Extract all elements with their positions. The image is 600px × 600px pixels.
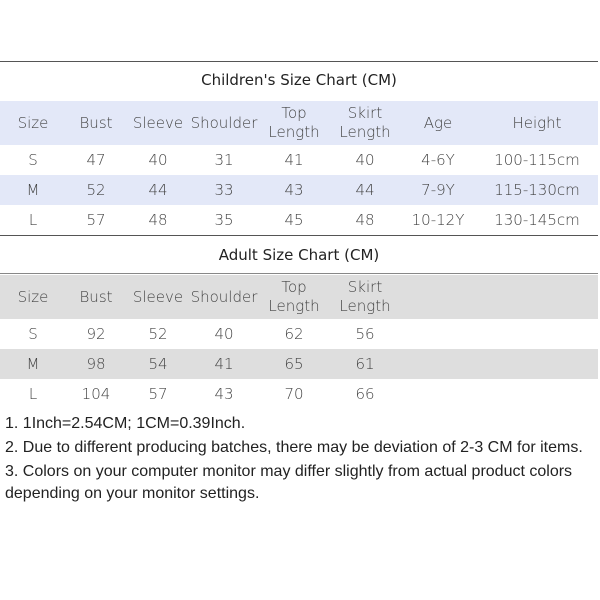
- header-cell: Height: [476, 101, 598, 145]
- table-cell: 100-115cm: [494, 150, 580, 169]
- header-cell: Size: [0, 101, 66, 145]
- section-divider: [0, 235, 598, 236]
- table-cell: 33: [190, 175, 258, 205]
- table-cell: 40: [214, 324, 234, 343]
- table-cell: [476, 319, 598, 349]
- children-chart-title: Children's Size Chart (CM): [201, 71, 397, 89]
- adult-header-row: Size Bust Sleeve Shoulder Top Length Skir…: [0, 275, 598, 319]
- header-cell: Sleeve: [126, 275, 190, 319]
- table-cell: 43: [258, 175, 330, 205]
- header-cell: Skirt Length: [330, 101, 400, 145]
- table-cell: 35: [214, 210, 234, 229]
- header-cell: Skirt Length: [330, 275, 400, 319]
- table-cell: 52: [66, 175, 126, 205]
- table-cell: M: [0, 175, 66, 205]
- header-cell: Sleeve: [126, 101, 190, 145]
- table-cell: 44: [126, 175, 190, 205]
- table-cell: [400, 349, 476, 379]
- table-row: M 52 44 33 43 44 7-9Y 115-130cm: [0, 175, 598, 205]
- table-cell: 40: [355, 150, 375, 169]
- table-row: M 98 54 41 65 61: [0, 349, 598, 379]
- header-cell: Shoulder: [190, 101, 258, 145]
- note-item: 3. Colors on your computer monitor may d…: [5, 463, 573, 502]
- table-cell: 92: [86, 324, 106, 343]
- note-item: 1. 1Inch=2.54CM; 1CM=0.39Inch.: [5, 415, 246, 432]
- header-cell: [400, 275, 476, 319]
- table-cell: 40: [148, 150, 168, 169]
- table-cell: 48: [148, 210, 168, 229]
- table-cell: 130-145cm: [494, 210, 580, 229]
- header-cell: Bust: [66, 275, 126, 319]
- header-cell: Size: [0, 275, 66, 319]
- table-cell: 7-9Y: [400, 175, 476, 205]
- table-row: S 92 52 40 62 56: [0, 319, 598, 349]
- table-cell: L: [28, 384, 38, 403]
- header-cell: Age: [400, 101, 476, 145]
- adult-chart-title: Adult Size Chart (CM): [218, 246, 380, 264]
- header-cell: [476, 275, 598, 319]
- table-cell: 56: [355, 324, 375, 343]
- header-cell: Bust: [66, 101, 126, 145]
- table-cell: S: [28, 324, 38, 343]
- table-cell: 10-12Y: [411, 210, 465, 229]
- table-cell: M: [0, 349, 66, 379]
- table-cell: 41: [284, 150, 304, 169]
- note-item: 2. Due to different producing batches, t…: [5, 439, 583, 456]
- table-cell: 48: [355, 210, 375, 229]
- children-size-table: Size Bust Sleeve Shoulder Top Length Skir…: [0, 101, 598, 235]
- table-row: L 104 57 43 70 66: [0, 379, 598, 409]
- table-cell: 44: [330, 175, 400, 205]
- table-cell: [476, 349, 598, 379]
- header-cell: Shoulder: [190, 275, 258, 319]
- table-cell: 65: [258, 349, 330, 379]
- adult-title-rule: [0, 273, 598, 274]
- table-cell: 57: [148, 384, 168, 403]
- table-cell: 115-130cm: [476, 175, 598, 205]
- table-cell: 41: [190, 349, 258, 379]
- size-notes: 1. 1Inch=2.54CM; 1CM=0.39Inch. 2. Due to…: [5, 413, 595, 507]
- table-row: L 57 48 35 45 48 10-12Y 130-145cm: [0, 205, 598, 235]
- table-cell: 47: [86, 150, 106, 169]
- table-cell: 4-6Y: [421, 150, 455, 169]
- header-cell: Top Length: [258, 275, 330, 319]
- table-cell: 52: [148, 324, 168, 343]
- table-cell: 57: [86, 210, 106, 229]
- table-cell: S: [28, 150, 38, 169]
- table-cell: 43: [214, 384, 234, 403]
- table-cell: [476, 379, 598, 409]
- table-cell: 45: [284, 210, 304, 229]
- table-cell: 98: [66, 349, 126, 379]
- table-cell: 70: [284, 384, 304, 403]
- table-row: S 47 40 31 41 40 4-6Y 100-115cm: [0, 145, 598, 175]
- table-cell: 104: [81, 384, 111, 403]
- table-cell: 54: [126, 349, 190, 379]
- table-cell: 31: [214, 150, 234, 169]
- table-cell: 61: [330, 349, 400, 379]
- table-cell: [400, 319, 476, 349]
- top-rule: [0, 61, 598, 62]
- table-cell: L: [28, 210, 38, 229]
- table-cell: 66: [355, 384, 375, 403]
- children-header-row: Size Bust Sleeve Shoulder Top Length Skir…: [0, 101, 598, 145]
- header-cell: Top Length: [258, 101, 330, 145]
- table-cell: 62: [284, 324, 304, 343]
- table-cell: [400, 379, 476, 409]
- adult-size-table: Size Bust Sleeve Shoulder Top Length Skir…: [0, 275, 598, 409]
